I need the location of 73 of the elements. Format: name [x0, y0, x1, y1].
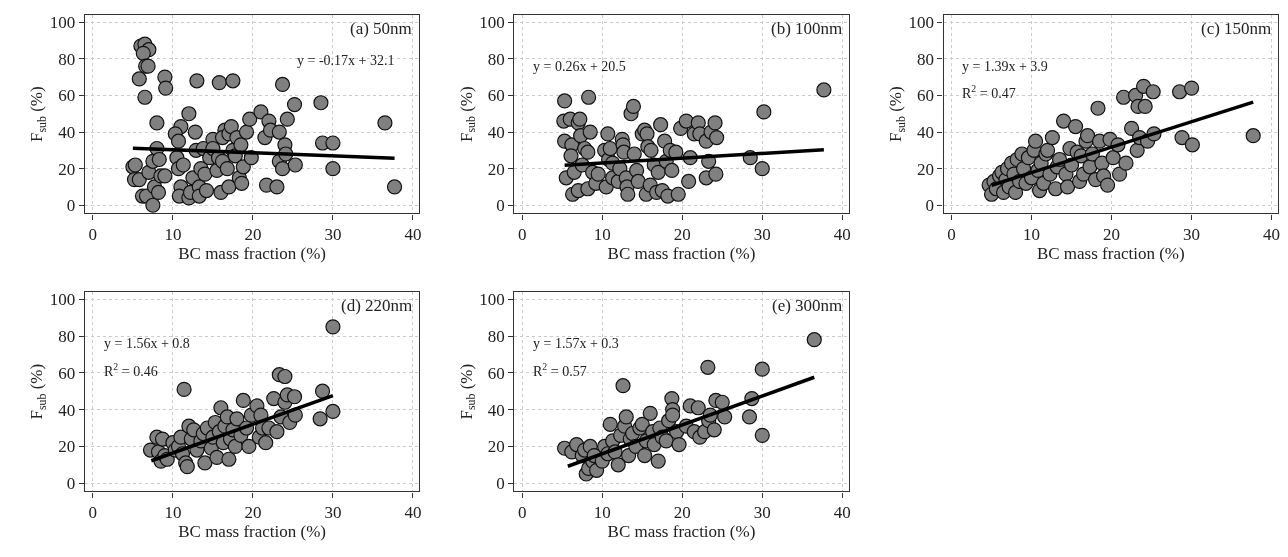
- y-tick-label: 40: [487, 122, 505, 142]
- y-tick-label: 40: [58, 400, 76, 420]
- y-tick-label: 0: [496, 474, 505, 494]
- annotation: (e) 300nm: [772, 296, 843, 315]
- y-tick-label: 60: [58, 86, 76, 106]
- y-tick-label: 60: [917, 86, 935, 106]
- y-tick-label: 0: [66, 196, 76, 216]
- y-tick-label: 20: [487, 437, 505, 457]
- x-axis-title: BC mass fraction (%): [178, 244, 326, 264]
- annotation: y = 1.39x + 3.9: [962, 59, 1048, 74]
- y-tick-label: 20: [58, 437, 76, 457]
- x-tick-label: 30: [753, 502, 771, 522]
- y-tick-label: 20: [917, 159, 935, 179]
- x-tick-label: 30: [324, 502, 342, 522]
- annotation: (b) 100nm: [771, 19, 843, 38]
- x-tick-label: 0: [517, 224, 527, 244]
- y-tick-label: 60: [487, 86, 505, 106]
- x-tick-label: 10: [593, 502, 611, 522]
- y-tick-label: 100: [49, 290, 76, 310]
- x-tick-label: 10: [1023, 224, 1041, 244]
- y-tick-label: 40: [58, 122, 76, 142]
- y-tick-label: 80: [58, 326, 76, 346]
- x-axis-title: BC mass fraction (%): [607, 244, 756, 264]
- x-tick-label: 30: [324, 224, 342, 244]
- y-tick-label: 40: [487, 400, 505, 420]
- y-tick-label: 80: [917, 49, 935, 69]
- x-tick-label: 10: [593, 224, 611, 244]
- y-tick-label: 60: [487, 363, 505, 383]
- x-tick-label: 30: [1183, 224, 1201, 244]
- y-tick-label: 100: [908, 13, 935, 33]
- x-tick-label: 0: [517, 502, 527, 522]
- annotation: y = 1.57x + 0.3: [533, 336, 619, 351]
- x-tick-label: 20: [673, 502, 691, 522]
- x-tick-label: 40: [1263, 224, 1281, 244]
- x-tick-label: 40: [404, 502, 422, 522]
- x-tick-label: 20: [1103, 224, 1121, 244]
- x-tick-label: 0: [88, 224, 98, 244]
- x-tick-label: 20: [673, 224, 691, 244]
- x-tick-label: 0: [947, 224, 956, 244]
- x-axis-title: BC mass fraction (%): [1036, 244, 1185, 264]
- y-tick-label: 0: [66, 474, 76, 494]
- annotation: y = 0.26x + 20.5: [533, 59, 626, 74]
- x-tick-label: 10: [164, 502, 182, 522]
- x-tick-label: 0: [88, 502, 98, 522]
- y-tick-label: 100: [479, 290, 505, 310]
- annotation: (d) 220nm: [341, 296, 413, 315]
- x-tick-label: 20: [244, 224, 262, 244]
- x-axis-title: BC mass fraction (%): [607, 522, 756, 542]
- x-tick-label: 40: [404, 224, 422, 244]
- x-tick-label: 20: [244, 502, 262, 522]
- annotation: R$^{2}$ = 0.47: [962, 83, 1016, 101]
- y-tick-label: 80: [487, 326, 505, 346]
- annotation: y = 1.56x + 0.8: [104, 336, 190, 351]
- x-axis-title: BC mass fraction (%): [178, 522, 326, 542]
- y-tick-label: 0: [496, 196, 505, 216]
- annotation: R$^{2}$ = 0.46: [104, 361, 158, 379]
- x-tick-label: 10: [164, 224, 182, 244]
- y-tick-label: 20: [58, 159, 76, 179]
- annotation: (c) 150nm: [1201, 19, 1272, 38]
- annotation: y = -0.17x + 32.1: [297, 53, 395, 68]
- y-tick-label: 40: [917, 122, 935, 142]
- y-tick-label: 100: [479, 13, 505, 33]
- y-tick-label: 20: [487, 159, 505, 179]
- annotation: R$^{2}$ = 0.57: [533, 361, 587, 379]
- x-tick-label: 40: [833, 502, 851, 522]
- y-tick-label: 0: [925, 196, 935, 216]
- y-tick-label: 80: [487, 49, 505, 69]
- annotation: (a) 50nm: [350, 19, 412, 38]
- y-tick-label: 60: [58, 363, 76, 383]
- x-tick-label: 30: [753, 224, 771, 244]
- y-tick-label: 100: [49, 13, 76, 33]
- x-tick-label: 40: [833, 224, 851, 244]
- y-tick-label: 80: [58, 49, 76, 69]
